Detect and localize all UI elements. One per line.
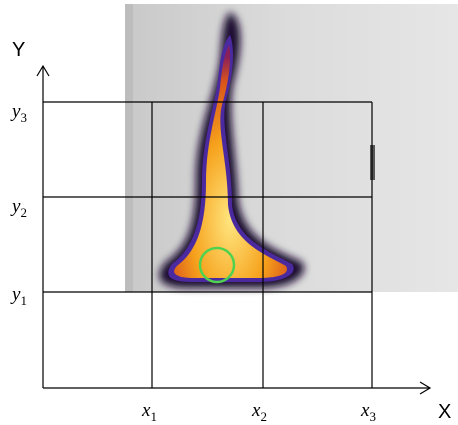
label-letter: y — [10, 284, 21, 305]
label-subscript: 3 — [369, 409, 376, 424]
diagram: Y X y1y2y3x1x2x3 — [0, 0, 458, 425]
label-letter: y — [10, 196, 21, 217]
x-axis-title: X — [438, 401, 451, 423]
axis-label: x2 — [251, 400, 267, 424]
thermal-photo — [125, 4, 458, 292]
axis-label: x3 — [360, 400, 376, 424]
axis-label: y2 — [10, 196, 27, 220]
label-subscript: 3 — [20, 110, 27, 125]
axis-label: y3 — [10, 101, 27, 125]
label-letter: y — [10, 101, 21, 122]
label-subscript: 2 — [20, 205, 27, 220]
axis-label: x1 — [141, 400, 157, 424]
label-subscript: 1 — [20, 293, 27, 308]
y-axis-title: Y — [12, 39, 25, 61]
axis-label: y1 — [10, 284, 27, 308]
label-subscript: 2 — [260, 409, 267, 424]
label-subscript: 1 — [150, 409, 157, 424]
